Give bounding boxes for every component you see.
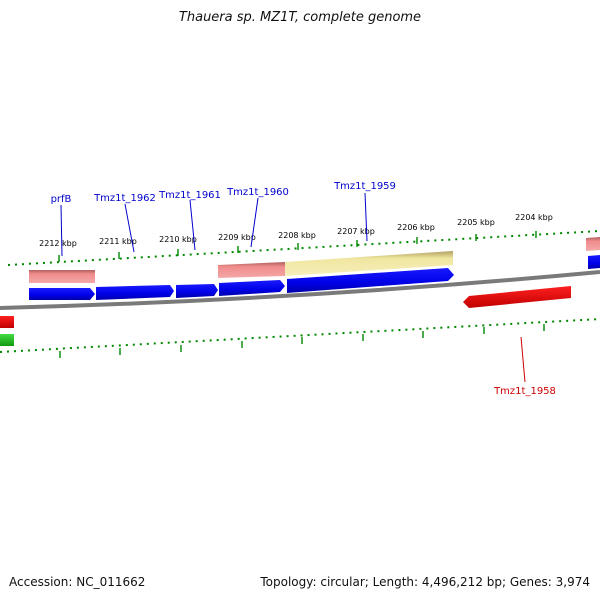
leader-tmz1961: [189, 199, 196, 251]
leader-tmz1962: [124, 203, 135, 253]
gene-leader-lines: [60, 192, 526, 383]
gene-prfB[interactable]: [29, 288, 95, 300]
leader-tmz1959: [364, 192, 368, 242]
rna-feature[interactable]: [586, 237, 600, 251]
inner-minor-ticks: [0, 318, 600, 353]
scale-label: 2206 kbp: [397, 223, 435, 232]
scale-label: 2207 kbp: [337, 227, 375, 236]
genome-title: Thauera sp. MZ1T, complete genome: [178, 10, 422, 25]
genome-backbone: [0, 270, 600, 310]
gene-label-prfB[interactable]: prfB: [51, 194, 72, 205]
scale-label: 2210 kbp: [159, 235, 197, 244]
inner-major-ticks: [59, 324, 545, 358]
accession-text: Accession: NC_011662: [9, 575, 146, 589]
scale-labels: 2212 kbp 2211 kbp 2210 kbp 2209 kbp 2208…: [39, 213, 553, 248]
scale-label: 2211 kbp: [99, 237, 137, 246]
scale-label: 2205 kbp: [457, 218, 495, 227]
gene-label-tmz1959[interactable]: Tmz1t_1959: [333, 181, 396, 192]
reverse-gene-track: [0, 286, 571, 328]
leader-tmz1960: [250, 197, 259, 248]
leader-tmz1958: [520, 336, 526, 383]
outer-major-ticks: [58, 231, 537, 262]
gene-tmz1959[interactable]: [287, 268, 454, 293]
outer-tick-track: [7, 230, 600, 266]
leader-prfB: [60, 204, 63, 257]
rna-feature[interactable]: [285, 251, 453, 276]
gene-forward-edge[interactable]: [588, 255, 600, 269]
gene-tmz1961[interactable]: [176, 284, 218, 298]
rrna-feature[interactable]: [0, 334, 14, 346]
rna-feature[interactable]: [29, 270, 95, 283]
gene-label-tmz1958[interactable]: Tmz1t_1958: [493, 386, 556, 397]
inner-tick-track: [0, 318, 600, 358]
gene-label-tmz1962[interactable]: Tmz1t_1962: [93, 193, 156, 204]
rna-feature[interactable]: [218, 262, 285, 278]
gene-tmz1958[interactable]: [463, 286, 571, 308]
forward-gene-track: [29, 255, 600, 300]
gene-label-tmz1961[interactable]: Tmz1t_1961: [158, 190, 221, 201]
gene-labels: prfB Tmz1t_1962 Tmz1t_1961 Tmz1t_1960 Tm…: [51, 181, 556, 397]
gene-label-tmz1960[interactable]: Tmz1t_1960: [226, 187, 289, 198]
rna-track: [29, 237, 600, 283]
scale-label: 2204 kbp: [515, 213, 553, 222]
scale-label: 2209 kbp: [218, 233, 256, 242]
scale-label: 2212 kbp: [39, 239, 77, 248]
gene-reverse-edge[interactable]: [0, 316, 14, 328]
genome-summary-text: Topology: circular; Length: 4,496,212 bp…: [260, 575, 590, 589]
scale-label: 2208 kbp: [278, 231, 316, 240]
gene-tmz1960[interactable]: [219, 280, 285, 296]
gene-tmz1962[interactable]: [96, 285, 174, 300]
outer-minor-ticks: [7, 230, 600, 266]
